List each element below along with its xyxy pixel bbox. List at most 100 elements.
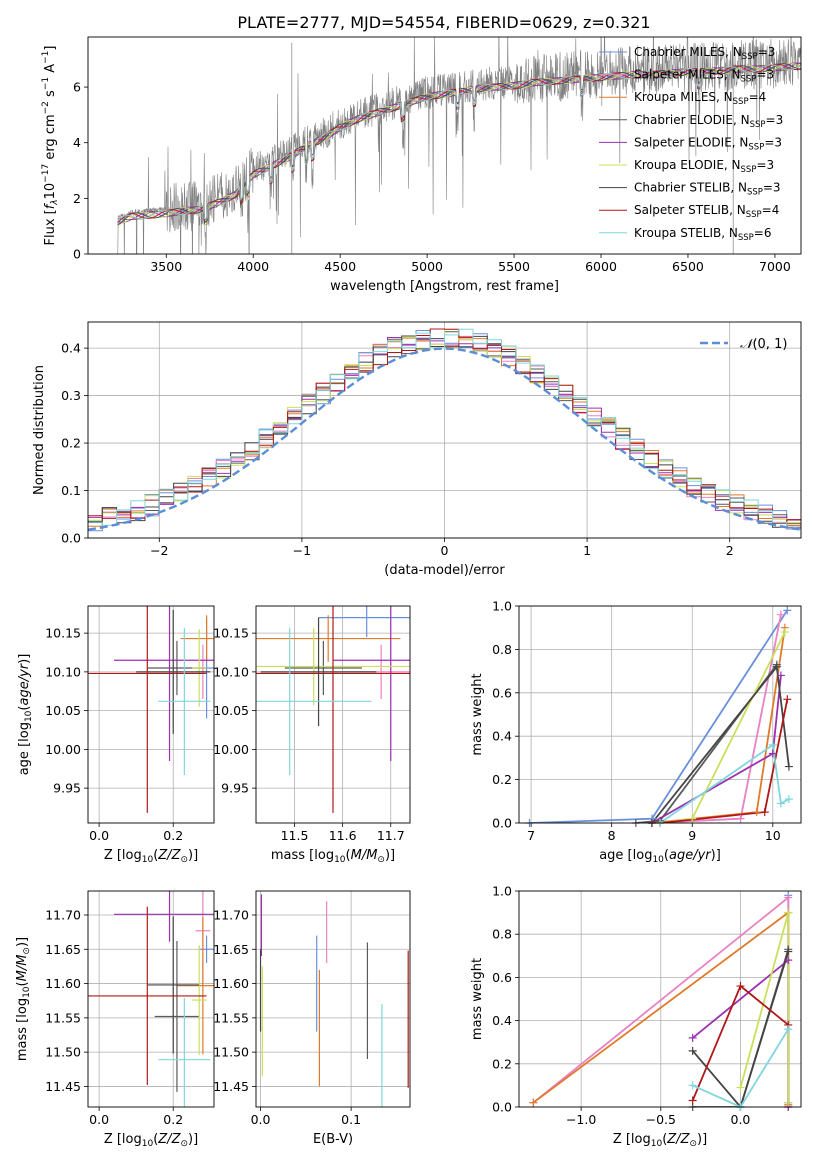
y-tick-label: 0.0 [61,531,81,546]
legend-label: Chabrier MILES, NSSP=3 [634,45,775,62]
weight-marker [784,908,793,917]
weight-line [651,675,782,823]
x-tick-label: 0.0 [251,1112,271,1127]
x-tick-label: −0.5 [646,1112,676,1127]
x-tick-label: 7 [527,828,535,843]
axes-frame [87,36,802,255]
y-axis-label: mass weight [470,673,485,755]
y-axis-label: age [log10(age/yr)] [17,654,34,776]
plot-area [256,606,410,813]
x-tick-label: 6500 [672,259,704,274]
x-tick-label: 11.7 [377,828,405,843]
y-tick-label: 0.8 [492,642,512,657]
weight-marker [736,982,745,991]
weight-marker [784,795,793,804]
y-tick-label: 11.55 [213,1010,249,1025]
weight-marker [688,1081,697,1090]
weight-marker [688,814,697,823]
plot-area [529,609,790,823]
x-tick-label: 9 [688,828,696,843]
x-axis-label: Z [log10(Z/Z⊙)] [613,1132,707,1149]
x-tick-label: 3500 [150,259,182,274]
y-tick-label: 11.65 [213,942,249,957]
weight-marker [776,610,785,619]
y-tick-label: 4 [73,135,81,150]
y-tick-label: 0.0 [492,816,512,831]
weight-marker [776,671,785,680]
y-tick-label: 0.4 [492,729,512,744]
panel-residual-hist: −2 −1 0 1 2 0.0 0.1 0.2 0.3 0.4 (data-model)/error… [32,321,802,578]
weight-marker [768,740,777,749]
x-tick-label: 7000 [759,259,791,274]
legend-label: Kroupa MILES, NSSP=4 [634,90,766,107]
weight-marker [688,1096,697,1105]
y-tick-label: 11.65 [45,942,81,957]
y-tick-label: 10.00 [213,742,249,757]
legend-label: Kroupa STELIB, NSSP=6 [634,226,772,243]
y-tick-label: 11.45 [45,1079,81,1094]
y-tick-label: 10.00 [45,742,81,757]
y-axis-label: Flux [fλ10−17 erg cm−2 s−1 A−1] [41,46,60,246]
x-tick-label: 5000 [411,259,443,274]
model-fit-kroupa-stelib [117,64,801,221]
axes-frame [87,605,215,824]
y-tick-label: 0.3 [61,388,81,403]
x-tick-label: 6000 [585,259,617,274]
axes-frame [518,605,802,824]
x-tick-label: 0.0 [89,828,109,843]
y-tick-label: 11.70 [45,908,81,923]
weight-marker [772,662,781,671]
y-tick-label: 6 [73,80,81,95]
y-tick-label: 10.15 [213,626,249,641]
y-tick-label: 0.2 [492,772,512,787]
y-axis-label: mass [log10(M/M⊙)] [15,937,32,1061]
x-tick-label: 0.0 [731,1112,751,1127]
legend-label: Salpeter MILES, NSSP=3 [634,68,774,85]
weight-marker [776,799,785,808]
x-tick-label: 8 [608,828,616,843]
histogram-salpeter-stelib [88,328,801,524]
weight-line [651,664,790,823]
legend-label: Salpeter STELIB, NSSP=4 [634,203,779,220]
x-axis-label: Z [log10(Z/Z⊙)] [104,1132,198,1149]
x-tick-label: 0 [441,543,449,558]
weight-line [692,1028,790,1107]
panel-age-vs-Z: 0.0 0.2 9.95 10.00 10.05 10.10 10.15 Z [log10(Z… [17,605,215,865]
weight-marker [736,814,745,823]
y-tick-label: 2 [73,191,81,206]
weight-marker [783,695,792,704]
weight-marker [784,762,793,771]
weight-marker [784,1025,793,1034]
weight-line [529,609,789,823]
x-tick-label: −1 [293,543,311,558]
x-tick-label: 0.2 [163,828,183,843]
weight-marker [688,1033,697,1042]
x-tick-label: 4500 [324,259,356,274]
figure-title: PLATE=2777, MJD=54554, FIBERID=0629, z=0… [237,13,650,32]
plot-area [88,328,801,532]
y-tick-label: 9.95 [53,781,81,796]
x-tick-label: 10 [765,828,781,843]
y-tick-label: 0.2 [492,1056,512,1071]
x-axis-label: E(B-V) [313,1132,353,1147]
weight-line [739,912,790,1103]
axes-frame [255,890,411,1108]
y-tick-label: 0.4 [61,341,81,356]
x-tick-label: 0.1 [341,1112,361,1127]
x-axis-label: age [log10(age/yr)] [599,848,721,865]
x-tick-label: 1 [583,543,591,558]
y-tick-label: 0 [73,247,81,262]
y-tick-label: 11.60 [45,976,81,991]
y-tick-label: 11.55 [45,1010,81,1025]
x-tick-label: −2 [150,543,168,558]
y-tick-label: 10.15 [45,626,81,641]
y-tick-label: 0.2 [61,436,81,451]
y-tick-label: 0.6 [492,970,512,985]
legend-label: Chabrier ELODIE, NSSP=3 [634,113,783,130]
x-tick-label: −1.0 [566,1112,596,1127]
y-tick-label: 9.95 [221,781,249,796]
y-tick-label: 11.60 [213,976,249,991]
x-axis-label: Z [log10(Z/Z⊙)] [104,848,198,865]
weight-line [659,699,789,823]
panel-massweight-vs-Z: −1.0 −0.5 0.0 0.0 0.2 0.4 0.6 0.8 1.0 Z [log10(Z/… [470,884,802,1149]
